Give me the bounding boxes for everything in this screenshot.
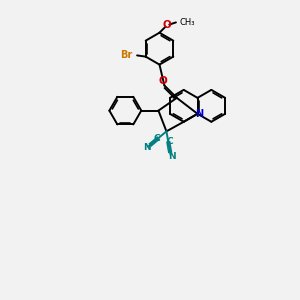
Text: C: C xyxy=(153,134,160,143)
Text: C: C xyxy=(166,137,173,146)
Text: Br: Br xyxy=(120,50,132,60)
Text: O: O xyxy=(158,76,167,86)
Text: O: O xyxy=(163,20,171,30)
Text: N: N xyxy=(168,152,176,161)
Text: N: N xyxy=(195,109,203,119)
Text: N: N xyxy=(143,143,151,152)
Text: CH₃: CH₃ xyxy=(180,18,195,27)
